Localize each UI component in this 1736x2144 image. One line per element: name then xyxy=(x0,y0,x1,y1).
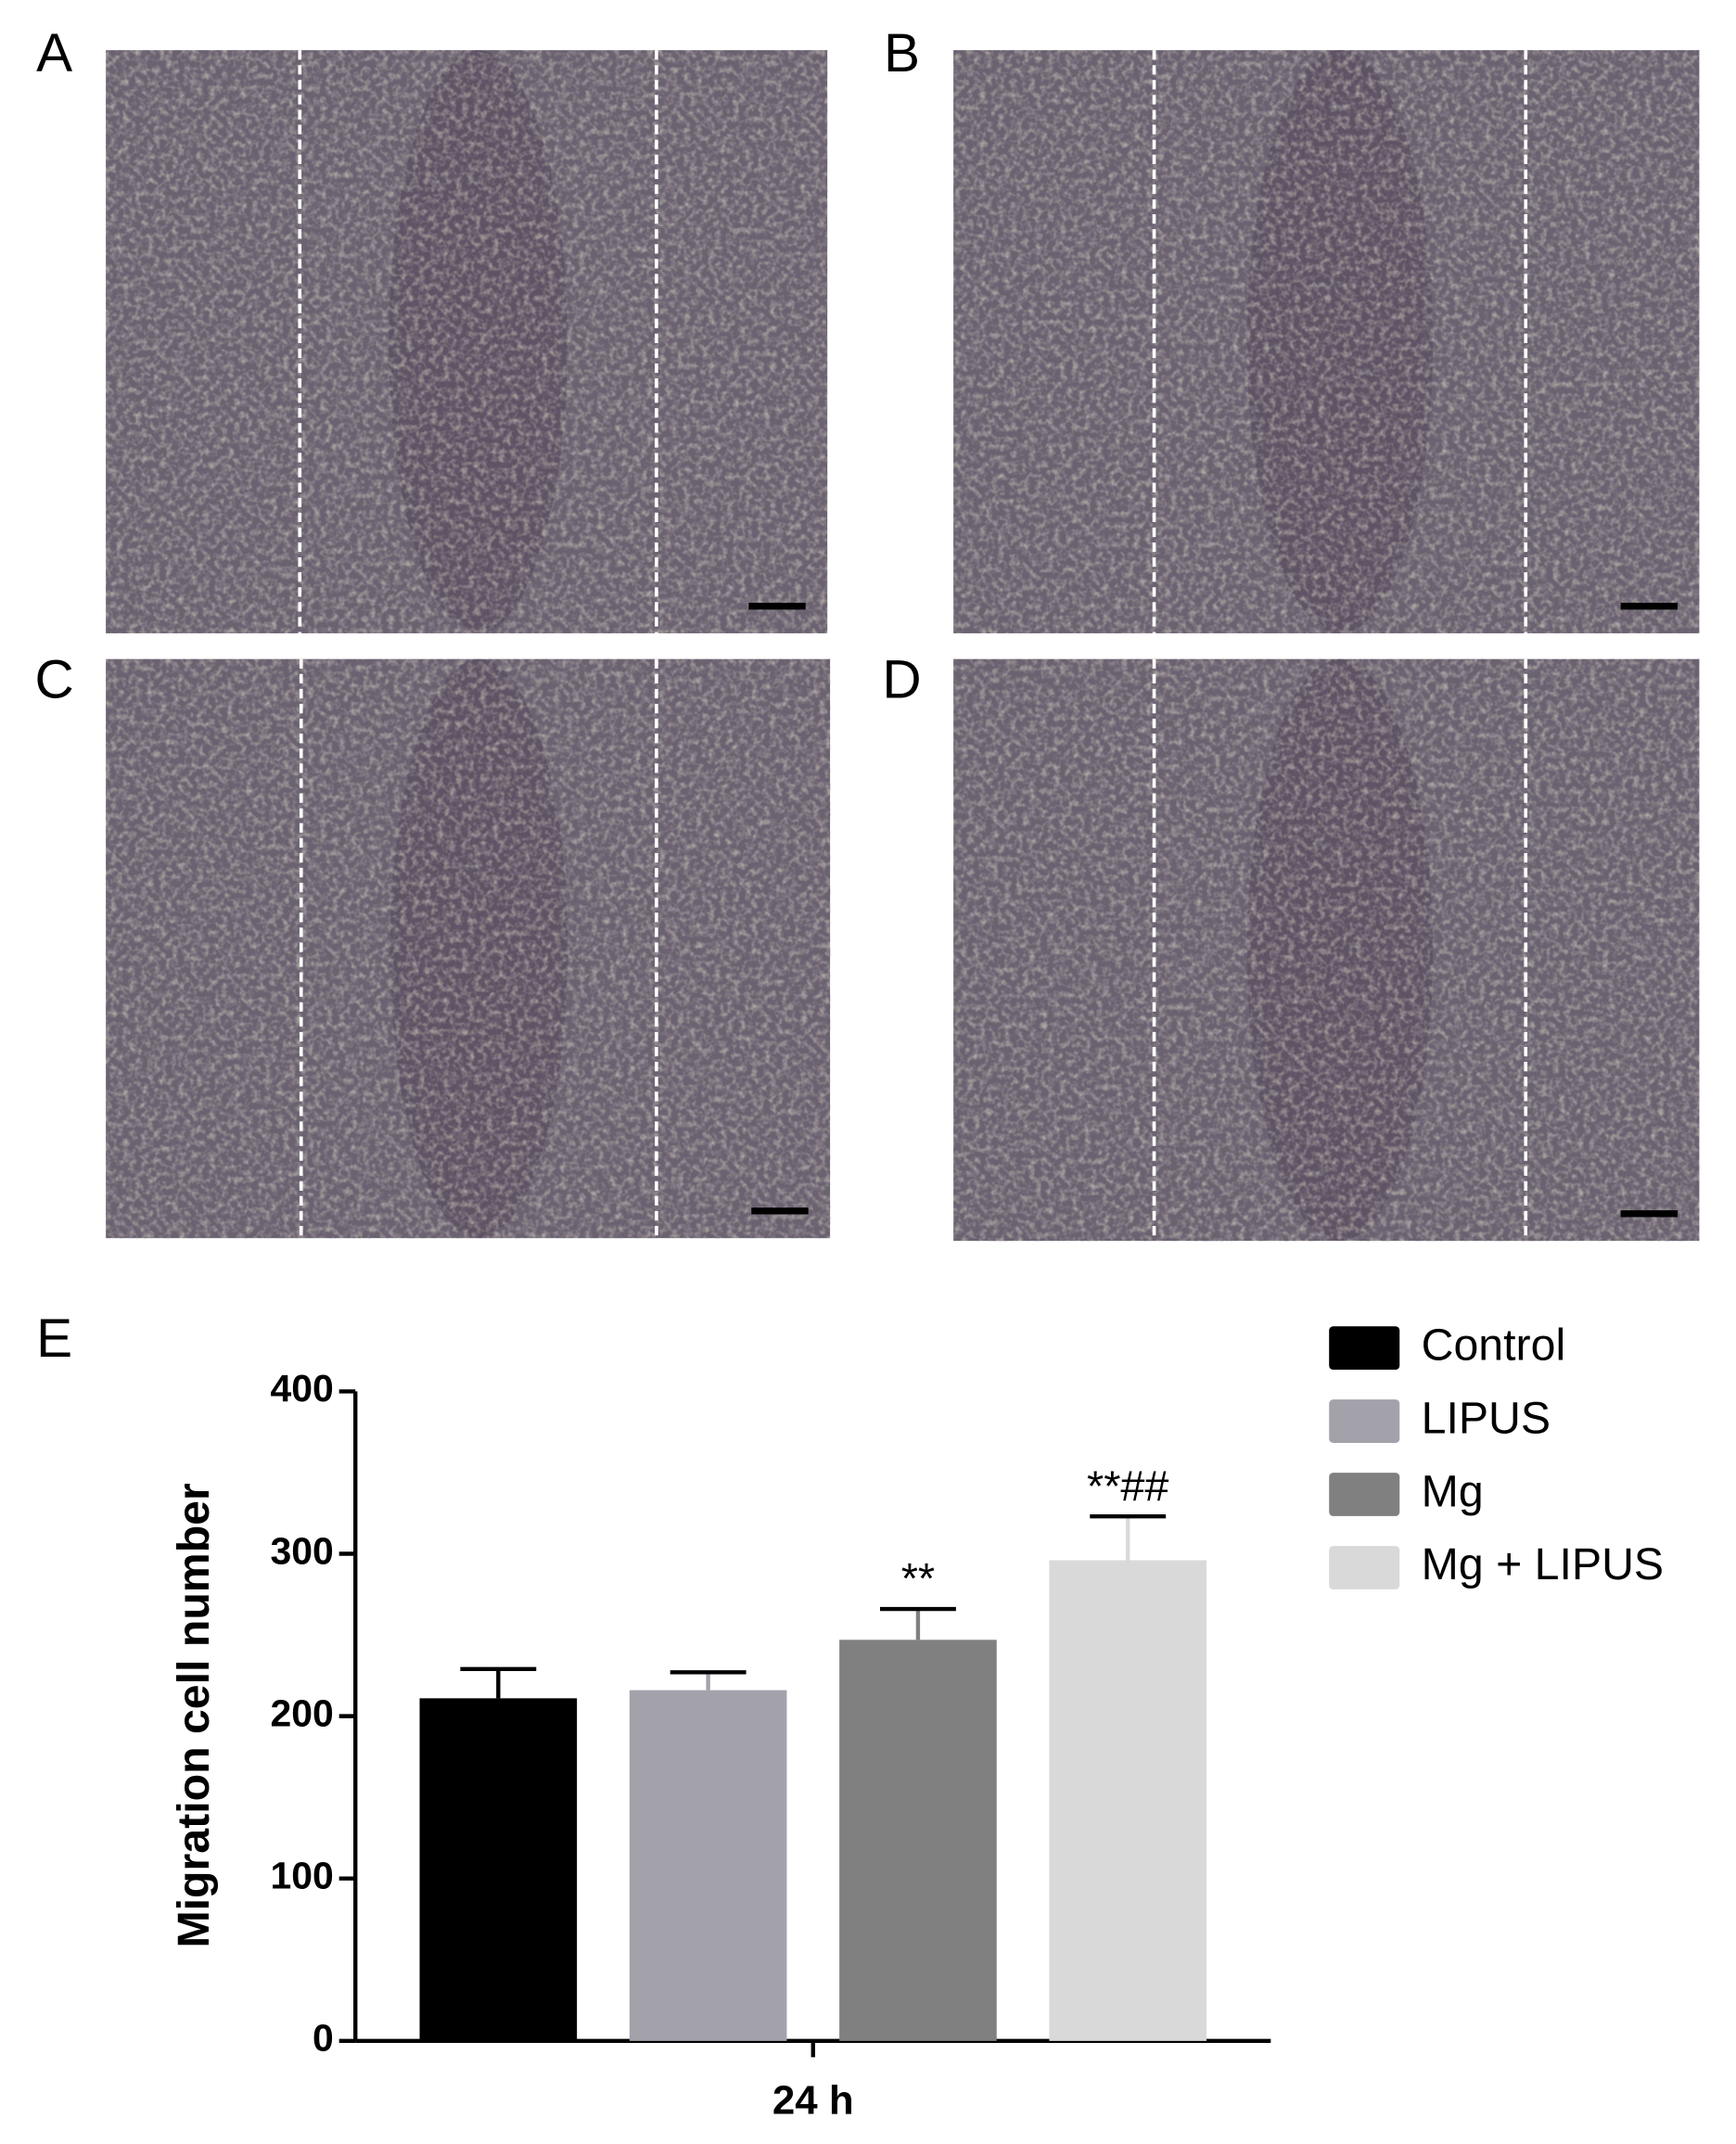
panel-label: D xyxy=(882,649,921,709)
cell-texture-dark xyxy=(953,50,1700,633)
legend-label: Control xyxy=(1422,1320,1566,1370)
legend-label: Mg xyxy=(1422,1466,1484,1516)
legend-swatch xyxy=(1329,1326,1400,1370)
bar xyxy=(629,1690,787,2041)
legend-swatch xyxy=(1329,1399,1400,1443)
bar xyxy=(419,1698,578,2041)
legend-swatch xyxy=(1329,1473,1400,1516)
y-axis-label: Migration cell number xyxy=(169,1483,219,1948)
legend-swatch xyxy=(1329,1546,1400,1589)
cell-texture-dark xyxy=(106,658,831,1239)
significance-label: ** xyxy=(901,1554,935,1602)
legend-label: LIPUS xyxy=(1422,1393,1551,1443)
micrograph xyxy=(953,658,1700,1242)
panel-label: C xyxy=(34,649,73,709)
y-tick-label: 400 xyxy=(271,1367,334,1410)
panel-label: B xyxy=(884,23,920,83)
panel-label: E xyxy=(36,1308,72,1369)
cell-texture-dark xyxy=(953,658,1700,1242)
y-tick-label: 100 xyxy=(271,1855,334,1897)
y-tick-label: 200 xyxy=(271,1691,334,1734)
cell-texture-dark xyxy=(106,50,828,633)
y-tick-label: 0 xyxy=(313,2017,334,2060)
micrograph xyxy=(106,50,828,633)
panel-label: A xyxy=(36,23,72,83)
x-tick-label: 24 h xyxy=(772,2078,854,2124)
legend-label: Mg + LIPUS xyxy=(1422,1539,1664,1589)
bar xyxy=(839,1640,997,2041)
y-tick-label: 300 xyxy=(271,1529,334,1572)
micrograph xyxy=(106,658,831,1239)
micrograph xyxy=(953,50,1700,633)
bar xyxy=(1049,1560,1207,2041)
significance-label: **## xyxy=(1087,1461,1168,1510)
